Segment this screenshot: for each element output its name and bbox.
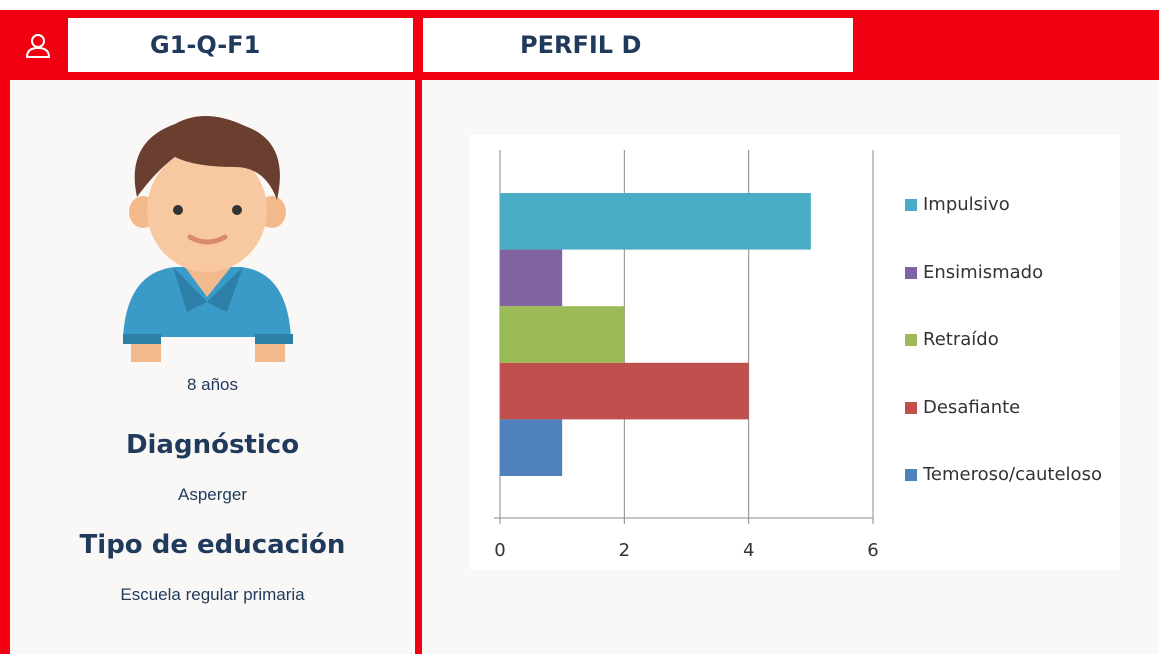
bar bbox=[500, 249, 563, 307]
bar bbox=[500, 306, 625, 363]
legend-swatch bbox=[905, 266, 917, 279]
legend-label: Desafiante bbox=[923, 396, 1021, 418]
legend-swatch bbox=[905, 469, 917, 481]
legend-swatch bbox=[905, 199, 917, 211]
top-margin bbox=[0, 0, 1159, 10]
diagnosis-label: Diagnóstico bbox=[125, 430, 300, 460]
diagnosis: Asperger bbox=[178, 485, 247, 504]
legend-label: Impulsivo bbox=[923, 194, 1010, 215]
bar bbox=[500, 362, 749, 420]
age: 8 años bbox=[186, 375, 239, 394]
x-tick-label: 2 bbox=[619, 540, 630, 561]
code-header: G1-Q-F1 bbox=[68, 18, 413, 72]
legend-label: Ensimismado bbox=[923, 261, 1044, 283]
legend-swatch bbox=[905, 334, 917, 346]
profile-header: PERFIL D bbox=[423, 18, 853, 72]
x-tick-label: 0 bbox=[494, 540, 505, 561]
user-icon[interactable] bbox=[24, 32, 52, 60]
x-tick-label: 6 bbox=[867, 540, 878, 561]
education: Escuela regular primaria bbox=[120, 585, 305, 604]
legend-label: Retraído bbox=[923, 329, 999, 350]
education-label: Tipo de educación bbox=[79, 530, 346, 560]
legend-label: Temeroso/cauteloso bbox=[923, 464, 1102, 485]
avatar bbox=[123, 115, 293, 362]
bar bbox=[500, 193, 811, 250]
bar bbox=[500, 419, 563, 476]
legend-swatch bbox=[905, 401, 917, 414]
x-tick-label: 4 bbox=[743, 540, 754, 561]
